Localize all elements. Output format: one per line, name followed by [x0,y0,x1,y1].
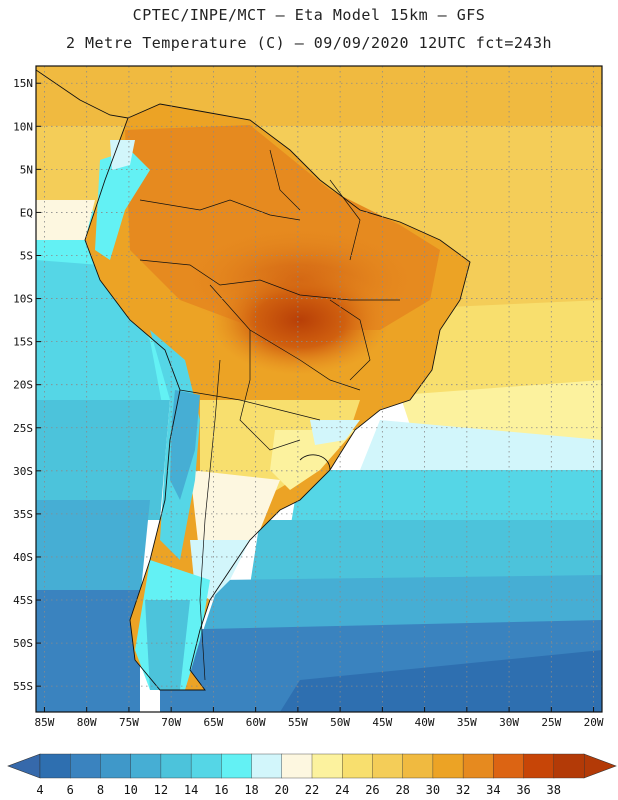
colorbar-swatch [311,753,343,779]
lon-tick-label: 25W [541,716,561,729]
colorbar-label: 20 [275,783,289,797]
colorbar-swatch [493,753,525,779]
colorbar-swatch [372,753,404,779]
colorbar-label: 14 [184,783,198,797]
map-frame [35,65,603,713]
colorbar-swatch [130,753,162,779]
lat-tick-label: 25S [13,422,33,435]
lon-tick-label: 70W [161,716,181,729]
map-subtitle: 2 Metre Temperature (C) – 09/09/2020 12U… [65,34,553,52]
latitude-axis: 15N 10N 5N EQ 5S 10S 15S 20S 25S 30S 35S 40S 45S 50S 5… [13,77,41,693]
map-field [36,66,602,712]
colorbar-label: 34 [486,783,500,797]
lon-tick-label: 85W [35,716,55,729]
lon-tick-label: 40W [415,716,435,729]
lon-tick-label: 45W [372,716,392,729]
coastline [36,69,471,691]
lat-tick-label: 35S [13,508,33,521]
lon-tick-label: 75W [119,716,139,729]
colorbar-label: 30 [426,783,440,797]
lat-tick-label: 20S [13,379,33,392]
map-title: CPTEC/INPE/MCT – Eta Model 15km – GFS [132,6,486,24]
colorbar-swatch [402,753,434,779]
colorbar-swatch [39,753,71,779]
lat-tick-label: 15N [13,77,33,90]
colorbar-label: 28 [395,783,409,797]
colorbar-low-arrow [7,753,41,779]
colorbar-label: 16 [214,783,228,797]
colorbar-high-arrow [583,753,617,779]
lon-tick-label: 35W [457,716,477,729]
colorbar-label: 6 [67,783,74,797]
country-borders [139,149,400,681]
lat-tick-label: 5S [20,249,33,262]
colorbar-swatch [462,753,494,779]
lon-tick-label: 30W [499,716,519,729]
lat-tick-label: 15S [13,336,33,349]
colorbar: 4 6 8 10 12 14 16 18 20 22 24 26 28 30 32 34 36 38 [7,753,617,797]
colorbar-label: 24 [335,783,349,797]
lon-tick-label: 50W [330,716,350,729]
lat-tick-label: EQ [20,206,33,219]
colorbar-label: 22 [305,783,319,797]
colorbar-swatch [70,753,101,779]
colorbar-swatch [221,753,253,779]
lon-tick-label: 80W [77,716,97,729]
colorbar-label: 36 [516,783,530,797]
lat-tick-label: 45S [13,594,33,607]
colorbar-swatch [100,753,132,779]
colorbar-swatch [251,753,283,779]
colorbar-label: 26 [365,783,379,797]
colorbar-label: 32 [456,783,470,797]
colorbar-swatch [190,753,222,779]
colorbar-swatch [553,753,585,779]
colorbar-label: 38 [547,783,561,797]
colorbar-label: 8 [97,783,104,797]
lat-tick-label: 10N [13,120,33,133]
lon-tick-label: 20W [584,716,604,729]
lon-tick-label: 65W [203,716,223,729]
lat-tick-label: 5N [20,163,33,176]
colorbar-swatch [432,753,464,779]
lon-tick-label: 60W [246,716,266,729]
lat-tick-label: 40S [13,551,33,564]
colorbar-swatch [281,753,313,779]
colorbar-label: 4 [36,783,43,797]
colorbar-label: 12 [154,783,168,797]
lat-tick-label: 55S [13,680,33,693]
colorbar-swatch [342,753,373,779]
colorbar-label: 10 [123,783,137,797]
longitude-axis: 85W 80W 75W 70W 65W 60W 55W 50W 45W 40W 35W 30W 25W 2… [35,707,604,729]
lat-tick-label: 10S [13,293,33,306]
lon-tick-label: 55W [288,716,308,729]
colorbar-label: 18 [244,783,258,797]
colorbar-swatch [160,753,192,779]
lat-tick-label: 30S [13,465,33,478]
colorbar-swatch [523,753,555,779]
lat-tick-label: 50S [13,637,33,650]
